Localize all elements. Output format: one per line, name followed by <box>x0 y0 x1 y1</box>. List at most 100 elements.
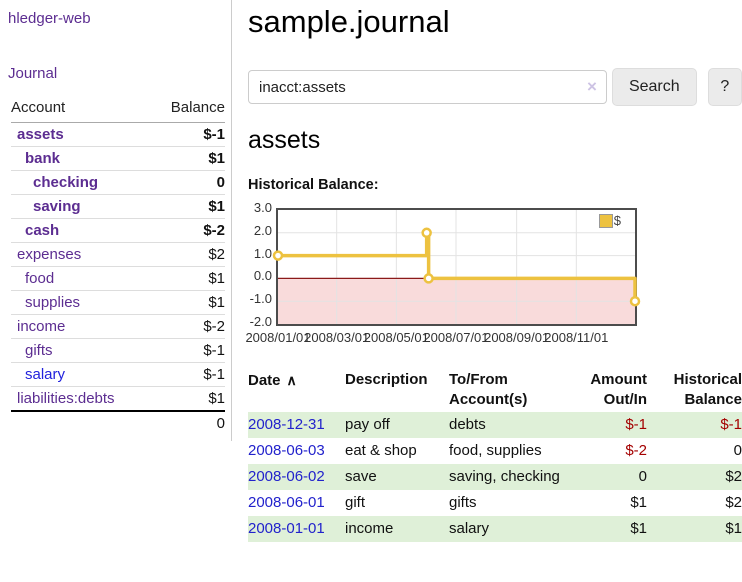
search-form: × Search ? <box>248 68 742 106</box>
transaction-date-cell: 2008-01-01 <box>248 516 345 542</box>
transaction-date-link[interactable]: 2008-06-01 <box>248 494 325 511</box>
accounts-table: Account Balance assets $-1 bank $1 checking 0… <box>11 97 225 435</box>
accounts-total-value: 0 <box>151 410 225 435</box>
account-row: gifts $-1 <box>11 338 225 363</box>
account-balance: $1 <box>208 150 225 167</box>
transaction-amount: $1 <box>630 494 647 511</box>
account-balance: $-1 <box>203 366 225 383</box>
y-axis-label: -2.0 <box>249 314 272 329</box>
account-balance: $-2 <box>203 222 225 239</box>
account-balance: $1 <box>208 198 225 215</box>
account-balance: $2 <box>208 246 225 263</box>
transaction-accounts: gifts <box>449 494 477 511</box>
sidebar: hledger-web Journal Account Balance asse… <box>0 0 232 441</box>
account-row: saving $1 <box>11 194 225 219</box>
transaction-row: 2008-12-31 pay off debts $-1 $-1 <box>248 412 742 438</box>
transaction-amount: 0 <box>638 468 647 485</box>
x-axis-label: 2008/07/01 <box>423 330 489 345</box>
register-col-date[interactable]: Date ∧ <box>248 372 297 389</box>
clear-search-icon[interactable]: × <box>587 77 597 96</box>
brand-link[interactable]: hledger-web <box>8 10 91 27</box>
transaction-row: 2008-06-03 eat & shop food, supplies $-2 0 <box>248 438 742 464</box>
legend-label: $ <box>613 213 621 228</box>
historical-balance-chart: $ 3.0 2.0 1.0 0.0 -1.0 -2.0 2008/01/01 2008/03/… <box>245 200 742 346</box>
page-title: sample.journal <box>248 4 450 39</box>
transaction-accounts: debts <box>449 416 486 433</box>
account-balance: 0 <box>216 174 225 191</box>
account-row: expenses $2 <box>11 242 225 267</box>
account-link[interactable]: saving <box>33 198 81 215</box>
transaction-description: pay off <box>345 416 390 433</box>
transaction-amount: $-2 <box>625 442 647 459</box>
transaction-balance: $1 <box>725 520 742 537</box>
x-axis-label: 2008/11/01 <box>544 330 609 345</box>
account-row: cash $-2 <box>11 218 225 243</box>
account-link[interactable]: gifts <box>25 342 53 359</box>
balance-chart-svg <box>272 210 641 324</box>
transaction-row: 2008-06-02 save saving, checking 0 $2 <box>248 464 742 490</box>
help-button[interactable]: ? <box>707 68 742 106</box>
account-row: income $-2 <box>11 314 225 339</box>
account-balance: $1 <box>208 294 225 311</box>
transaction-balance: $2 <box>725 468 742 485</box>
transaction-accounts: food, supplies <box>449 442 542 459</box>
account-link[interactable]: salary <box>25 366 66 383</box>
x-axis-label: 2008/05/01 <box>363 330 429 345</box>
account-link[interactable]: income <box>17 318 66 335</box>
accounts-col-account: Account <box>11 97 152 123</box>
register-header-row: Date ∧ Description To/From Account(s) Amount… <box>248 368 742 412</box>
transaction-accounts: saving, checking <box>449 468 560 485</box>
accounts-total-spacer <box>11 410 152 435</box>
account-row: checking 0 <box>11 170 225 195</box>
transaction-accounts: salary <box>449 520 490 537</box>
register-col-description: Description <box>345 371 428 388</box>
y-axis-label: 0.0 <box>253 268 272 284</box>
account-balance: $-2 <box>203 318 225 335</box>
account-link[interactable]: cash <box>25 222 60 239</box>
transaction-date-cell: 2008-06-01 <box>248 490 345 516</box>
register-table: Date ∧ Description To/From Account(s) Amount… <box>248 368 742 542</box>
transaction-date-link[interactable]: 2008-06-02 <box>248 468 325 485</box>
x-axis-label: 2008/03/01 <box>304 330 370 345</box>
y-axis-label: 3.0 <box>253 200 272 215</box>
transaction-date-cell: 2008-06-03 <box>248 438 345 464</box>
chart-title: Historical Balance: <box>248 177 379 193</box>
register-col-amount-out-in: Amount Out/In <box>590 371 647 408</box>
main-panel: sample.journal × Search ? assets Histori… <box>245 0 742 542</box>
accounts-total-row: 0 <box>11 410 225 435</box>
transaction-amount: $1 <box>630 520 647 537</box>
account-link[interactable]: bank <box>25 150 61 167</box>
account-row: liabilities:debts $1 <box>11 386 225 412</box>
account-link[interactable]: liabilities:debts <box>17 390 115 407</box>
x-axis-label: 2008/01/01 <box>245 330 311 345</box>
sidebar-item-journal[interactable]: Journal <box>8 65 58 82</box>
transaction-description: income <box>345 520 394 537</box>
search-button[interactable]: Search <box>611 68 697 106</box>
chart-plot-area: $ <box>272 208 641 326</box>
transaction-date-link[interactable]: 2008-01-01 <box>248 520 325 537</box>
transaction-balance: $2 <box>725 494 742 511</box>
transaction-row: 2008-01-01 income salary $1 $1 <box>248 516 742 542</box>
account-balance: $1 <box>208 390 225 407</box>
account-link[interactable]: expenses <box>17 246 82 263</box>
transaction-description: gift <box>345 494 366 511</box>
account-link[interactable]: supplies <box>25 294 81 311</box>
y-axis-label: 1.0 <box>253 245 272 261</box>
search-input[interactable] <box>248 70 607 104</box>
account-row: assets $-1 <box>11 123 225 147</box>
transaction-balance: $-1 <box>720 416 742 433</box>
account-link[interactable]: checking <box>33 174 99 191</box>
transaction-amount: $-1 <box>625 416 647 433</box>
account-link[interactable]: assets <box>17 126 64 143</box>
account-link[interactable]: food <box>25 270 55 287</box>
transaction-date-link[interactable]: 2008-06-03 <box>248 442 325 459</box>
register-col-to-from-account-s-: To/From Account(s) <box>449 371 528 408</box>
accounts-col-balance: Balance <box>151 97 225 123</box>
search-box: × <box>248 70 607 104</box>
sort-asc-icon: ∧ <box>286 372 297 388</box>
account-row: supplies $1 <box>11 290 225 315</box>
transaction-description: eat & shop <box>345 442 417 459</box>
transaction-date-link[interactable]: 2008-12-31 <box>248 416 325 433</box>
accounts-header-row: Account Balance <box>11 97 225 123</box>
chart-legend: $ <box>598 213 621 228</box>
